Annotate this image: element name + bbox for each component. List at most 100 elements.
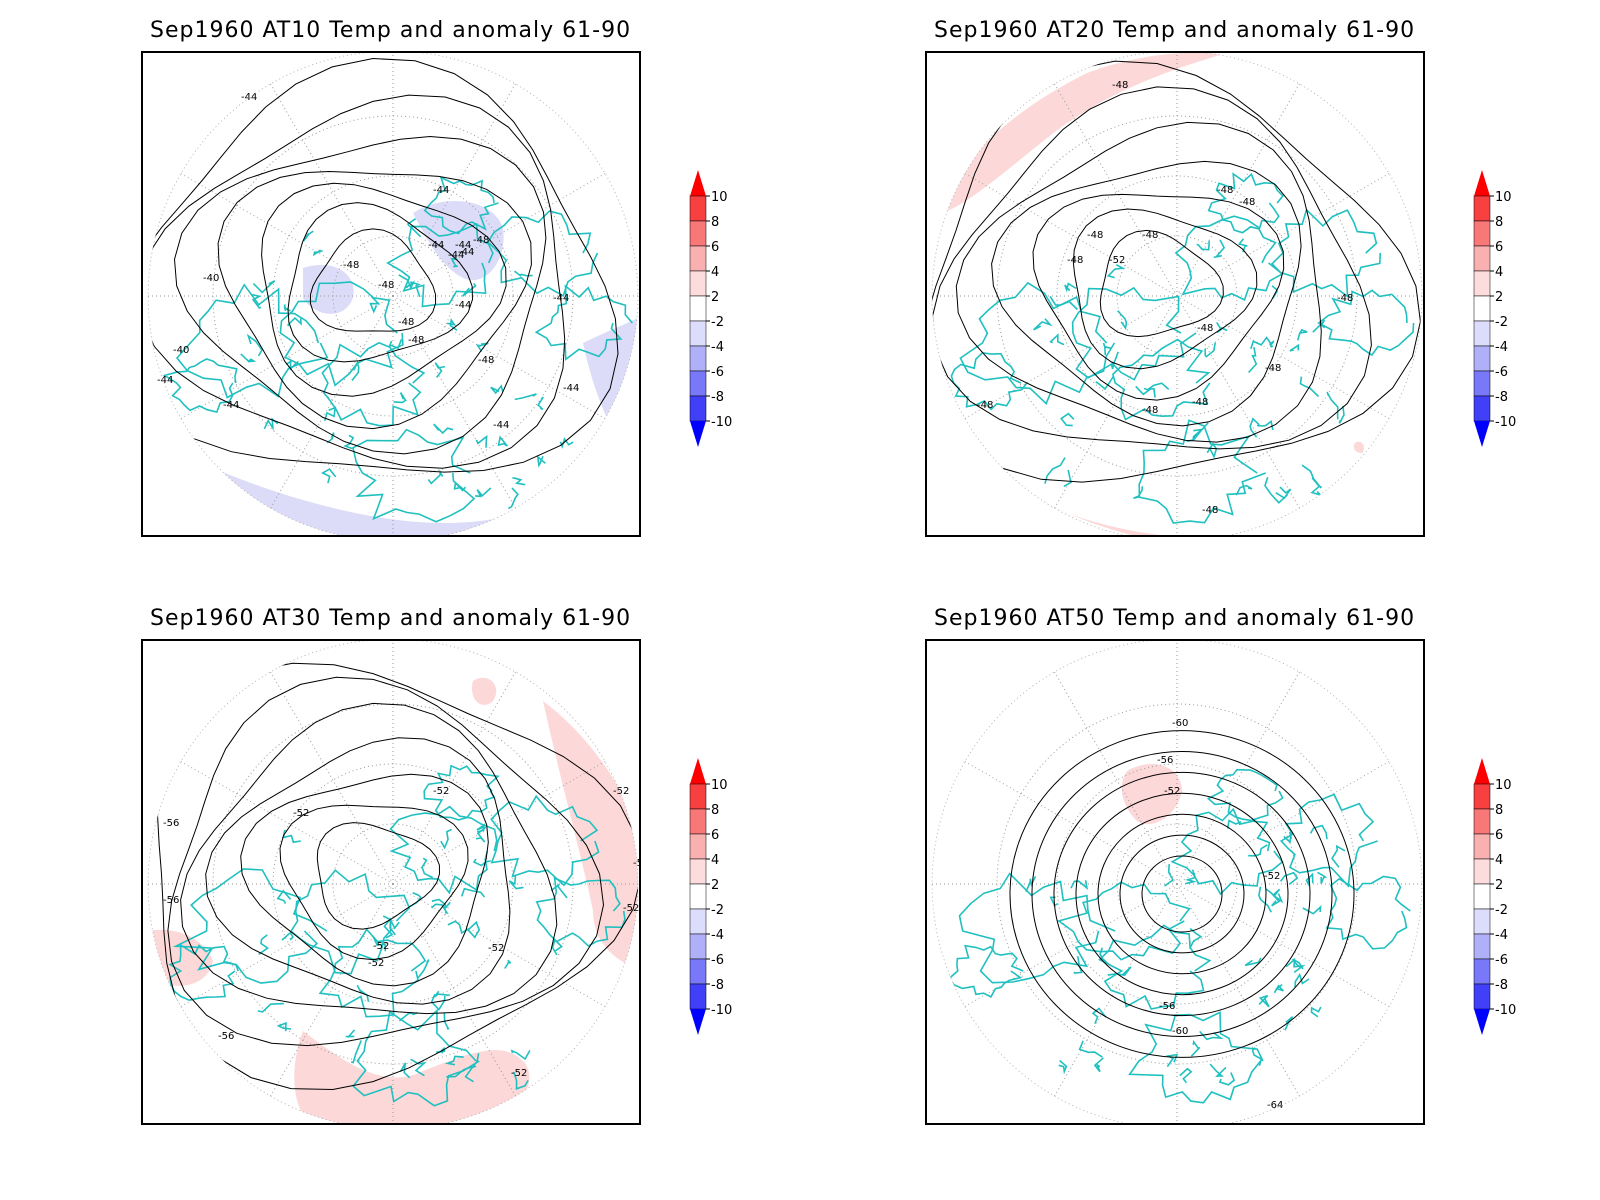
colorbar-label: -6 [711, 365, 724, 380]
map-disc [148, 641, 638, 1123]
contour-label: -56 [163, 818, 179, 829]
contour-label: -44 [448, 250, 464, 261]
colorbar-label: 6 [711, 828, 719, 843]
contour-label: -48 [1067, 255, 1083, 266]
colorbar-segment [689, 908, 707, 935]
colorbar-label: 2 [1495, 878, 1503, 893]
contour-label: -56 [163, 895, 179, 906]
coastlines [950, 172, 1415, 524]
colorbar-segment [1473, 908, 1491, 935]
contour-label: -52 [623, 903, 639, 914]
colorbar-label: 8 [711, 215, 719, 230]
colorbar-segment [689, 345, 707, 372]
contour-label: -44 [553, 293, 569, 304]
contour-label: -48 [1142, 230, 1158, 241]
panel-2-map-svg: -48-48-48-48 -48-48 -52-48-48-48-48 -48-48-… [931, 53, 1423, 535]
colorbar-segment [689, 245, 707, 272]
panel-4-colorbar: 10 8 6 4 2 -2 -4 -6 -8 -10 [1473, 758, 1516, 1035]
colorbar-label: -4 [1495, 928, 1508, 943]
contour-label: -48 [1197, 323, 1213, 334]
colorbar-arrow-bottom [690, 421, 706, 447]
colorbar-label: 6 [1495, 240, 1503, 255]
colorbar-label: 10 [711, 778, 728, 793]
coastlines [947, 768, 1411, 1104]
colorbar-arrow-top [1474, 170, 1490, 196]
contour-label: -48 [473, 235, 489, 246]
contour-label: -48 [977, 400, 993, 411]
colorbar-label: 10 [711, 190, 728, 205]
anomaly-patch [472, 677, 497, 705]
colorbar-segment [1473, 270, 1491, 297]
contour-label: -44 [428, 240, 444, 251]
contour-label: -56 [218, 1031, 234, 1042]
colorbar-segment [1473, 220, 1491, 247]
anomaly-patch [543, 701, 638, 971]
colorbar-label: -4 [711, 340, 724, 355]
contour-label: -48 [1087, 230, 1103, 241]
colorbar-arrow-bottom [1474, 421, 1490, 447]
contour-label: -48 [1337, 293, 1353, 304]
contour-label: -44 [455, 300, 471, 311]
colorbar-arrow-top [1474, 758, 1490, 784]
colorbar-arrow-top [690, 758, 706, 784]
contour-label: -44 [493, 420, 509, 431]
colorbar-arrow-bottom [690, 1009, 706, 1035]
colorbar-label: -2 [1495, 903, 1508, 918]
contours [1009, 730, 1355, 1058]
colorbar-label: -8 [1495, 978, 1508, 993]
anomaly-patch [213, 468, 563, 535]
contour-label: -52 [293, 808, 309, 819]
contour-label: -52 [613, 786, 629, 797]
contour-label: -44 [458, 247, 474, 258]
colorbar-segment [1473, 295, 1491, 322]
colorbar-label: 10 [1495, 190, 1512, 205]
contour-label: -48 [343, 260, 359, 271]
contour-label: -52 [633, 858, 641, 869]
contour-label: -48 [1265, 363, 1281, 374]
contour-label: -52 [1264, 871, 1280, 882]
panel-3-map-svg: -52 -52 -56 -56 -52 -52 -52 -52 -52 -52 -56 -52 [147, 641, 641, 1123]
contour-label: -52 [373, 941, 389, 952]
contour-label: -44 [157, 375, 173, 386]
panel-3-colorbar: 10 8 6 4 2 -2 -4 -6 -8 -10 [689, 758, 732, 1035]
colorbar-segment [689, 370, 707, 397]
colorbar-label: 4 [711, 265, 719, 280]
colorbar-segment [689, 883, 707, 910]
panel-1-map: -44 -44 -44 -44 -44 -44 -40 -40 -44 -44 -48 -48 -48-… [141, 51, 641, 537]
anomaly-patch [1121, 763, 1182, 825]
anomaly-patch [1353, 441, 1365, 453]
contour-label: -64 [1267, 1100, 1283, 1111]
panel-4-map-svg: -60 -56 -52 -52 -56 -60 -64 [931, 641, 1423, 1123]
colorbar-label: 6 [1495, 828, 1503, 843]
colorbar-label: -2 [711, 315, 724, 330]
colorbar-segment [1473, 883, 1491, 910]
colorbar-segment [1473, 783, 1491, 810]
contour-label: -52 [433, 786, 449, 797]
colorbar-segment [689, 195, 707, 222]
colorbar-segment [1473, 958, 1491, 985]
panel-3-title: Sep1960 AT30 Temp and anomaly 61-90 [150, 606, 632, 631]
anomaly-patch [294, 1031, 530, 1123]
contour-label: -48 [1239, 197, 1255, 208]
contour-label: -44 [563, 383, 579, 394]
colorbar-label: 4 [711, 853, 719, 868]
colorbar-label: 6 [711, 240, 719, 255]
contour-label: -44 [455, 240, 471, 251]
contour-label: -56 [1157, 755, 1173, 766]
colorbar-segment [1473, 195, 1491, 222]
contour-label: -60 [1172, 718, 1188, 729]
anomaly-patch [937, 398, 1227, 535]
colorbar-segment [689, 933, 707, 960]
colorbar-label: 8 [1495, 215, 1503, 230]
contours [156, 662, 638, 1091]
colorbar-label: 8 [711, 803, 719, 818]
contour-label: -56 [1159, 1001, 1175, 1012]
panel-1-colorbar: 10 8 6 4 2 -2 -4 -6 -8 -10 [689, 170, 732, 447]
contour-label: -48 [1142, 405, 1158, 416]
contour-label: -40 [203, 273, 219, 284]
map-disc [932, 641, 1422, 1123]
panel-3-map: -52 -52 -56 -56 -52 -52 -52 -52 -52 -52 -56 -52 [141, 639, 641, 1125]
contour-label: -48 [408, 335, 424, 346]
colorbar-segment [1473, 833, 1491, 860]
anomaly-patch [583, 313, 638, 473]
